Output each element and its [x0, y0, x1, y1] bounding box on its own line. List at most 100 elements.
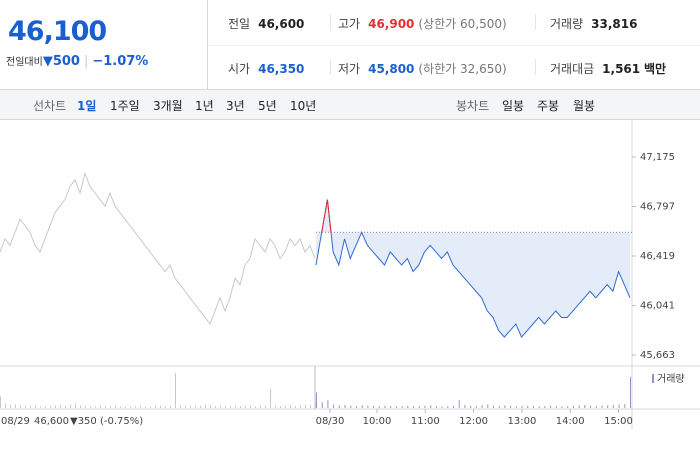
- volume-bar: [492, 405, 494, 408]
- change-caption: 전일대비: [6, 57, 43, 68]
- volume-bar: [315, 402, 316, 408]
- volume-bar: [538, 406, 540, 408]
- y-tick-label: 46,797: [640, 201, 675, 212]
- tab[interactable]: 주봉: [537, 99, 560, 113]
- volume-bar: [384, 405, 386, 408]
- tab[interactable]: 3년: [226, 99, 245, 113]
- x-tick-label: 14:00: [556, 416, 585, 427]
- volume-bar: [424, 405, 426, 408]
- x-tick-label: 15:00: [604, 416, 633, 427]
- divider: [208, 45, 700, 46]
- volume-bar: [361, 405, 363, 408]
- volume-bar: [90, 406, 91, 408]
- volume-bar: [0, 396, 1, 408]
- volume-bar: [195, 406, 196, 408]
- tab-caption: 봉차트: [456, 99, 490, 113]
- volume-bar: [250, 405, 251, 408]
- legend-swatch: [652, 374, 654, 383]
- volume-bar: [30, 406, 31, 408]
- volume-bar: [280, 406, 281, 408]
- x-tick-label: 13:00: [507, 416, 536, 427]
- volume-bar: [327, 400, 329, 408]
- x-tick-label: 08/30: [316, 416, 345, 427]
- volume-bar: [225, 406, 226, 408]
- volume-bar: [350, 405, 352, 408]
- volume-bar: [215, 406, 216, 408]
- volume-bar: [624, 404, 626, 408]
- stat-label: 시가: [228, 62, 251, 76]
- volume-bar: [25, 405, 26, 408]
- volume-bar: [175, 373, 176, 408]
- tab[interactable]: 10년: [290, 99, 317, 113]
- volume-bar: [260, 406, 261, 408]
- volume-bar: [390, 406, 392, 408]
- volume-bar: [470, 405, 472, 408]
- stat-value: 46,350: [258, 62, 305, 76]
- volume-bar: [105, 405, 106, 408]
- volume-bar: [60, 404, 61, 408]
- volume-bar: [418, 406, 420, 408]
- volume-bar: [378, 406, 380, 408]
- stat-label: 거래대금: [550, 62, 595, 76]
- price-box: 46,100 전일대비▼500 | −1.07%: [0, 0, 208, 89]
- volume-bar: [612, 404, 614, 408]
- stat: 전일 46,600: [228, 15, 304, 32]
- volume-bar: [140, 406, 141, 408]
- volume-bar: [305, 404, 306, 408]
- tab[interactable]: 일봉: [502, 99, 525, 113]
- stat-value: 33,816: [591, 17, 638, 31]
- volume-bar: [210, 405, 211, 408]
- volume-bar: [504, 405, 506, 408]
- volume-bar: [270, 388, 271, 408]
- change-pct: −1.07%: [92, 54, 149, 69]
- volume-bar: [453, 405, 455, 408]
- volume-bar: [578, 405, 580, 408]
- volume-bar: [190, 406, 191, 408]
- stat-value: 45,800: [368, 62, 415, 76]
- tab[interactable]: 1년: [195, 99, 214, 113]
- volume-bar: [85, 405, 86, 408]
- volume-bar: [316, 392, 317, 408]
- volume-bar: [498, 406, 500, 408]
- volume-bar: [395, 406, 397, 408]
- tab[interactable]: 월봉: [573, 99, 596, 113]
- stat: 저가 45,800 (하한가 32,650): [338, 60, 507, 77]
- volume-bar: [245, 405, 246, 408]
- volume-bar: [55, 405, 56, 408]
- volume-bar: [265, 405, 266, 408]
- stat: 거래량 33,816: [550, 15, 637, 32]
- stat-extra: (상한가 60,500): [418, 17, 507, 31]
- volume-bar: [561, 406, 563, 408]
- volume-bar: [45, 406, 46, 408]
- change-row: 전일대비▼500 | −1.07%: [6, 53, 148, 69]
- summary: 46,100 전일대비▼500 | −1.07% 전일 46,600 고가 46,900…: [0, 0, 700, 90]
- volume-bar: [527, 405, 529, 408]
- stat: 시가 46,350: [228, 60, 304, 77]
- volume-bar: [344, 404, 346, 408]
- tab[interactable]: 1주일: [110, 99, 140, 113]
- volume-bar: [50, 405, 51, 408]
- price-line: [315, 199, 631, 339]
- volume-bar: [572, 405, 574, 408]
- volume-bar: [165, 406, 166, 408]
- volume-bar: [601, 405, 603, 408]
- volume-bar: [220, 406, 221, 408]
- volume-bar: [115, 406, 116, 408]
- volume-bar: [373, 406, 375, 408]
- volume-bar: [630, 376, 631, 408]
- volume-bar: [321, 402, 323, 408]
- tab[interactable]: 1일: [77, 99, 97, 113]
- tab[interactable]: 5년: [258, 99, 277, 113]
- volume-bar: [230, 405, 231, 408]
- volume-bar: [170, 406, 171, 408]
- volume-bar: [155, 406, 156, 408]
- tab[interactable]: 3개월: [153, 99, 183, 113]
- divider: [330, 59, 331, 75]
- volume-bar: [110, 406, 111, 408]
- volume-bar: [510, 405, 512, 408]
- volume-bar: [180, 405, 181, 408]
- volume-bar: [240, 406, 241, 408]
- volume-bar: [401, 406, 403, 408]
- volume-bar: [20, 405, 21, 408]
- volume-bar: [475, 406, 477, 408]
